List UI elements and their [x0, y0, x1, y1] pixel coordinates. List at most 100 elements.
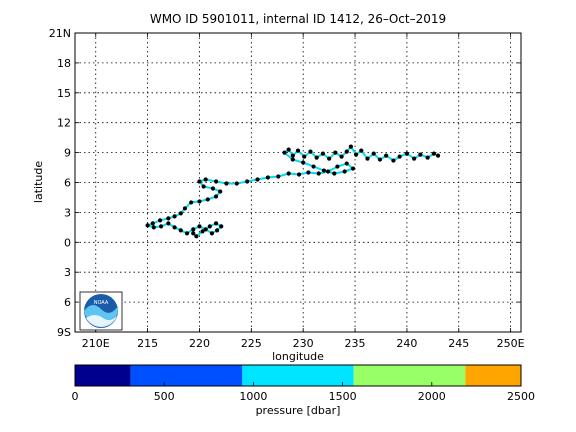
- trajectory-point: [365, 156, 370, 161]
- trajectory-point: [201, 184, 206, 189]
- trajectory-point: [166, 221, 171, 226]
- trajectory-point: [150, 221, 155, 226]
- colorbar-tick-label: 2000: [418, 390, 446, 403]
- trajectory-point: [224, 181, 229, 186]
- noaa-logo: NOAA: [79, 291, 123, 331]
- trajectory-point: [404, 151, 410, 156]
- trajectory-point: [290, 153, 295, 158]
- trajectory-point: [219, 224, 224, 229]
- trajectory-point: [178, 211, 183, 216]
- trajectory-point: [191, 231, 196, 236]
- trajectory-point: [218, 189, 223, 194]
- colorbar-band: [75, 365, 131, 386]
- colorbar: [75, 365, 521, 386]
- trajectory-point: [197, 179, 202, 184]
- trajectory-point: [255, 177, 260, 182]
- trajectory-point: [214, 228, 220, 233]
- trajectory-point: [425, 155, 430, 160]
- trajectory-point: [245, 179, 250, 184]
- trajectory-points: [145, 144, 441, 239]
- x-axis-label: longitude: [272, 350, 324, 363]
- trajectory-point: [276, 174, 281, 179]
- colorbar-band: [242, 365, 354, 386]
- trajectory-point: [306, 170, 311, 175]
- trajectory-point: [342, 169, 347, 174]
- trajectory-point: [308, 149, 313, 154]
- trajectory-point: [316, 171, 321, 176]
- trajectory-point: [191, 227, 196, 232]
- noaa-logo-text: NOAA: [94, 300, 109, 306]
- colorbar-tick-label: 500: [154, 390, 175, 403]
- trajectory-point: [335, 164, 340, 169]
- trajectory-point: [353, 152, 359, 157]
- trajectory-point: [295, 148, 301, 153]
- trajectory-point: [333, 150, 338, 155]
- x-tick-label: 250E: [497, 337, 525, 350]
- trajectory-point: [290, 157, 295, 162]
- trajectory-point: [431, 151, 436, 156]
- trajectory-point: [314, 155, 319, 160]
- y-axis-label: latitude: [32, 161, 45, 203]
- trajectory-point: [321, 168, 327, 173]
- x-tick-label: 210E: [82, 337, 110, 350]
- trajectory-point: [377, 157, 383, 162]
- colorbar-tick-label: 1000: [239, 390, 267, 403]
- trajectory-point: [234, 181, 239, 186]
- y-tick-label: 21N: [49, 27, 71, 40]
- y-tick-label: 12: [57, 117, 71, 130]
- trajectory-point: [203, 177, 208, 182]
- trajectory-point: [210, 186, 216, 191]
- y-tick-label: 6: [64, 296, 71, 309]
- trajectory-point: [184, 231, 190, 236]
- y-tick-label: 9S: [57, 326, 71, 339]
- trajectory-point: [172, 225, 177, 230]
- trajectory-point: [286, 171, 291, 176]
- trajectory-point: [145, 223, 150, 228]
- colorbar-tick-label: 0: [72, 390, 79, 403]
- trajectory-point: [344, 161, 349, 166]
- trajectory-point: [339, 154, 344, 159]
- colorbar-frame: [74, 364, 522, 387]
- y-tick-label: 3: [64, 266, 71, 279]
- trajectory-point: [359, 148, 364, 153]
- trajectory-point: [302, 154, 307, 159]
- y-tick-label: 0: [64, 236, 71, 249]
- y-tick-label: 3: [64, 206, 71, 219]
- trajectory-point: [332, 171, 337, 176]
- trajectory-point: [397, 154, 402, 159]
- trajectory-point: [157, 218, 163, 223]
- trajectory-point: [213, 194, 219, 199]
- trajectory-point: [286, 147, 291, 152]
- colorbar-band: [465, 365, 521, 386]
- trajectory-point: [203, 227, 208, 232]
- trajectory-point: [325, 169, 331, 174]
- trajectory-point: [412, 156, 417, 161]
- x-tick-label: 240: [396, 337, 417, 350]
- trajectory-point: [205, 197, 210, 202]
- trajectory-point: [182, 206, 188, 211]
- trajectory-point: [435, 153, 441, 158]
- trajectory-point: [213, 221, 219, 226]
- x-axis: 210E 215 220 225 230 235 240 245 250E: [82, 33, 525, 350]
- trajectory-point: [384, 153, 389, 158]
- x-tick-label: 225: [241, 337, 262, 350]
- trajectory-point: [166, 216, 171, 221]
- y-tick-label: 9: [64, 147, 71, 160]
- y-tick-label: 15: [57, 87, 71, 100]
- y-axis: 21N 18 15 12 9 6 3 0 3 6 9S: [49, 27, 521, 339]
- trajectory-point: [348, 144, 353, 149]
- y-tick-label: 6: [64, 177, 71, 190]
- chart-title: WMO ID 5901011, internal ID 1412, 26–Oct…: [149, 12, 447, 26]
- trajectory-point: [344, 149, 349, 154]
- colorbar-tick-label: 2500: [507, 390, 535, 403]
- trajectory-point: [158, 224, 164, 229]
- trajectory-point: [311, 164, 316, 169]
- colorbar-band: [130, 365, 243, 386]
- trajectory-point: [194, 234, 199, 239]
- trajectory-point: [282, 150, 287, 155]
- trajectory-point: [213, 179, 219, 184]
- trajectory-point: [178, 228, 183, 233]
- trajectory-point: [350, 166, 356, 171]
- trajectory-point: [151, 225, 156, 230]
- colorbar-band: [353, 365, 466, 386]
